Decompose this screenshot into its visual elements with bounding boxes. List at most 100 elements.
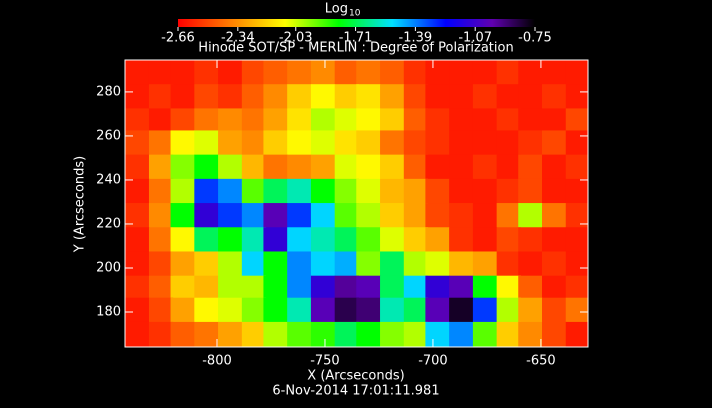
heatmap-cell <box>425 60 450 85</box>
heatmap-cell <box>287 321 312 347</box>
heatmap-cell <box>170 178 195 204</box>
heatmap-cell <box>287 251 312 277</box>
heatmap-cell <box>241 251 267 277</box>
colorbar-tick-label: -1.39 <box>399 31 433 46</box>
heatmap-cell <box>356 60 381 85</box>
heatmap-cell <box>403 108 429 134</box>
colorbar-tick-label: -2.03 <box>279 31 313 46</box>
heatmap-cell <box>218 251 243 277</box>
heatmap-cell <box>263 203 288 228</box>
heatmap-cell <box>170 275 195 301</box>
heatmap-cell <box>310 251 336 277</box>
heatmap-cell <box>125 178 150 204</box>
heatmap-cell <box>310 60 336 85</box>
heatmap-cell <box>403 154 429 180</box>
heatmap-cell <box>356 154 381 180</box>
heatmap-cell <box>565 321 589 347</box>
heatmap-cell <box>518 60 543 85</box>
heatmap-cell <box>425 108 450 134</box>
heatmap-cell <box>310 227 336 252</box>
heatmap-cell <box>263 251 288 277</box>
heatmap-cell <box>334 154 359 180</box>
colorbar-title: Log <box>325 2 348 17</box>
heatmap-cell <box>334 84 359 109</box>
heatmap-cell <box>356 227 381 252</box>
heatmap-cell <box>380 275 405 301</box>
y-tick-label: 220 <box>96 216 121 231</box>
heatmap-cell <box>472 251 498 277</box>
heatmap-cell <box>356 275 381 301</box>
heatmap-cell <box>148 227 174 252</box>
heatmap-cell <box>496 227 521 252</box>
heatmap-cell <box>218 321 243 347</box>
heatmap-cell <box>472 275 498 301</box>
heatmap-cell <box>565 251 589 277</box>
heatmap-cell <box>496 178 521 204</box>
heatmap-cell <box>565 203 589 228</box>
heatmap-cell <box>518 321 543 347</box>
heatmap-cell <box>125 251 150 277</box>
heatmap-cell <box>125 130 150 156</box>
heatmap-cell <box>194 60 219 85</box>
heatmap-cell <box>449 297 474 323</box>
heatmap-cell <box>380 108 405 134</box>
heatmap-cell <box>148 297 174 323</box>
heatmap-cell <box>263 227 288 252</box>
heatmap-cell <box>218 297 243 323</box>
heatmap-cell <box>218 203 243 228</box>
heatmap-cell <box>472 178 498 204</box>
heatmap-cell <box>565 130 589 156</box>
heatmap-cell <box>263 275 288 301</box>
heatmap-cell <box>241 130 267 156</box>
heatmap-cell <box>334 321 359 347</box>
heatmap-cell <box>125 84 150 109</box>
heatmap-cell <box>542 275 567 301</box>
heatmap-cell <box>170 130 195 156</box>
heatmap-cell <box>148 251 174 277</box>
heatmap-cell <box>565 154 589 180</box>
heatmap-cell <box>310 84 336 109</box>
heatmap-cell <box>518 178 543 204</box>
heatmap-cell <box>194 251 219 277</box>
y-tick-label: 180 <box>96 305 121 320</box>
heatmap-cell <box>310 154 336 180</box>
heatmap-cell <box>310 130 336 156</box>
heatmap-cell <box>542 203 567 228</box>
heatmap-cell <box>218 130 243 156</box>
heatmap-cell <box>194 108 219 134</box>
colorbar-tick-label: -2.34 <box>221 31 255 46</box>
heatmap-cell <box>542 154 567 180</box>
heatmap-cell <box>287 154 312 180</box>
heatmap-cell <box>334 178 359 204</box>
heatmap-cell <box>518 203 543 228</box>
heatmap-cell <box>380 203 405 228</box>
heatmap-cell <box>403 321 429 347</box>
heatmap-cell <box>565 178 589 204</box>
heatmap-cell <box>170 108 195 134</box>
heatmap-cell <box>518 227 543 252</box>
y-axis-label: Y (Arcseconds) <box>73 156 88 253</box>
heatmap-cell <box>425 297 450 323</box>
heatmap-cell <box>518 130 543 156</box>
heatmap-cell <box>218 178 243 204</box>
heatmap-cell <box>125 321 150 347</box>
heatmap-cell <box>542 251 567 277</box>
colorbar-tick-label: -2.66 <box>161 31 195 46</box>
heatmap-cell <box>194 130 219 156</box>
heatmap-cell <box>449 178 474 204</box>
heatmap-cell <box>125 108 150 134</box>
heatmap-cell <box>449 275 474 301</box>
heatmap-cell <box>194 227 219 252</box>
heatmap-cell <box>496 60 521 85</box>
heatmap-cell <box>194 84 219 109</box>
heatmap-cell <box>472 130 498 156</box>
heatmap-cell <box>542 297 567 323</box>
heatmap-cell <box>496 203 521 228</box>
heatmap-cell <box>403 60 429 85</box>
heatmap-cell <box>403 203 429 228</box>
heatmap-cell <box>472 297 498 323</box>
heatmap-cell <box>241 203 267 228</box>
heatmap-cell <box>125 227 150 252</box>
heatmap-cell <box>287 60 312 85</box>
heatmap-cell <box>334 297 359 323</box>
